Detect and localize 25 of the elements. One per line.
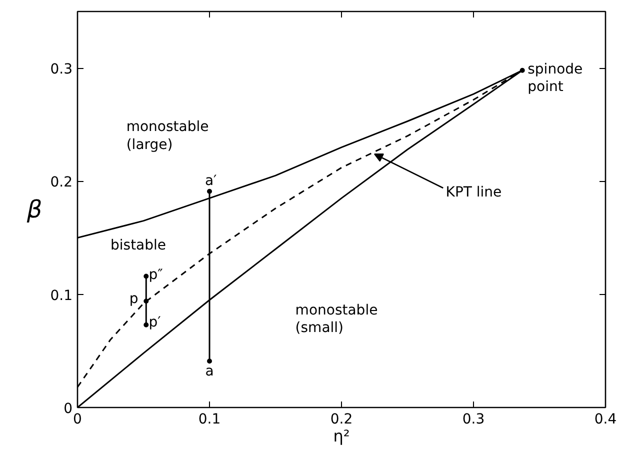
annotation: p″	[148, 267, 163, 284]
x-tick-label: 0.1	[198, 412, 221, 428]
point	[144, 298, 149, 304]
y-tick-label: 0.1	[50, 288, 72, 304]
annotation: monostable (large)	[126, 119, 209, 153]
x-tick-label: 0.2	[330, 412, 353, 428]
y-tick-label: 0.2	[50, 174, 72, 191]
annotation: a′	[204, 173, 217, 190]
annotation: a	[205, 363, 214, 380]
annotation: p′	[148, 314, 161, 331]
annotation: bistable	[110, 238, 166, 254]
y-tick-label: 0.3	[50, 62, 72, 78]
annotation: KPT line	[446, 184, 502, 201]
annotation: spinode point	[528, 61, 583, 96]
x-tick-label: 0.3	[462, 412, 485, 428]
point	[144, 322, 149, 328]
point	[144, 274, 149, 279]
point	[207, 188, 212, 194]
annotation: monostable (small)	[295, 302, 378, 336]
x-axis-title: η²	[333, 426, 350, 446]
x-tick-label: 0.4	[594, 412, 617, 428]
y-tick-label: 0	[64, 401, 73, 417]
y-axis-title: β	[26, 196, 42, 224]
point	[207, 358, 212, 364]
annotation: p	[129, 290, 138, 307]
